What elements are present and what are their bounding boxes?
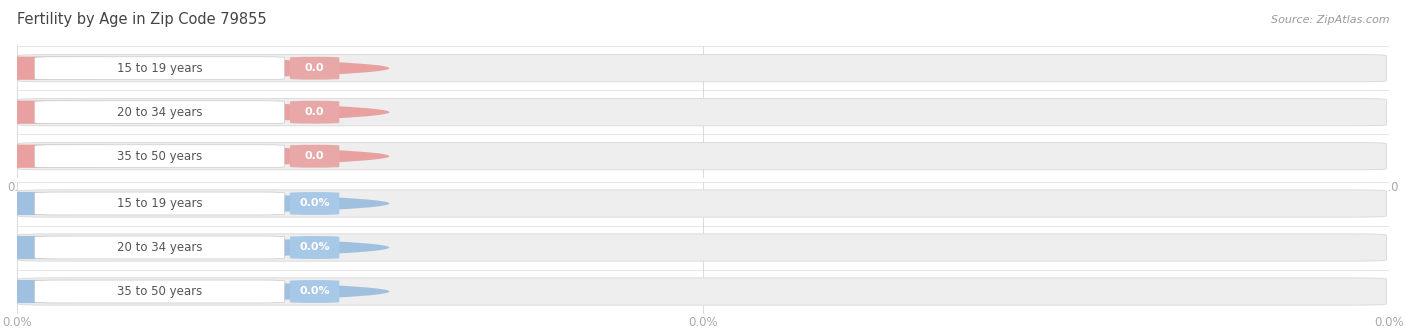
Circle shape xyxy=(0,236,389,259)
FancyBboxPatch shape xyxy=(290,236,339,259)
Text: 20 to 34 years: 20 to 34 years xyxy=(117,106,202,119)
Circle shape xyxy=(0,101,389,124)
Text: 0.0: 0.0 xyxy=(305,63,325,73)
FancyBboxPatch shape xyxy=(290,192,339,215)
Text: 15 to 19 years: 15 to 19 years xyxy=(117,197,202,210)
FancyBboxPatch shape xyxy=(35,145,284,168)
Text: 35 to 50 years: 35 to 50 years xyxy=(117,150,202,163)
Circle shape xyxy=(0,192,389,215)
Text: Fertility by Age in Zip Code 79855: Fertility by Age in Zip Code 79855 xyxy=(17,12,267,27)
Circle shape xyxy=(0,280,389,303)
FancyBboxPatch shape xyxy=(18,278,1386,305)
Text: 0.0: 0.0 xyxy=(305,107,325,117)
Text: 20 to 34 years: 20 to 34 years xyxy=(117,241,202,254)
Text: Source: ZipAtlas.com: Source: ZipAtlas.com xyxy=(1271,15,1389,25)
Text: 0.0%: 0.0% xyxy=(299,199,330,209)
Circle shape xyxy=(0,145,389,168)
FancyBboxPatch shape xyxy=(35,57,284,80)
FancyBboxPatch shape xyxy=(35,280,284,303)
FancyBboxPatch shape xyxy=(18,234,1386,261)
Text: 0.0%: 0.0% xyxy=(299,286,330,296)
FancyBboxPatch shape xyxy=(35,236,284,259)
Text: 0.0%: 0.0% xyxy=(299,243,330,252)
Circle shape xyxy=(0,57,389,80)
FancyBboxPatch shape xyxy=(35,192,284,215)
FancyBboxPatch shape xyxy=(35,101,284,124)
Text: 0.0: 0.0 xyxy=(305,151,325,161)
FancyBboxPatch shape xyxy=(290,57,339,80)
Text: 35 to 50 years: 35 to 50 years xyxy=(117,285,202,298)
FancyBboxPatch shape xyxy=(290,145,339,168)
FancyBboxPatch shape xyxy=(18,54,1386,82)
FancyBboxPatch shape xyxy=(18,143,1386,170)
Text: 15 to 19 years: 15 to 19 years xyxy=(117,62,202,75)
FancyBboxPatch shape xyxy=(290,280,339,303)
FancyBboxPatch shape xyxy=(18,190,1386,217)
FancyBboxPatch shape xyxy=(18,99,1386,126)
FancyBboxPatch shape xyxy=(290,101,339,124)
